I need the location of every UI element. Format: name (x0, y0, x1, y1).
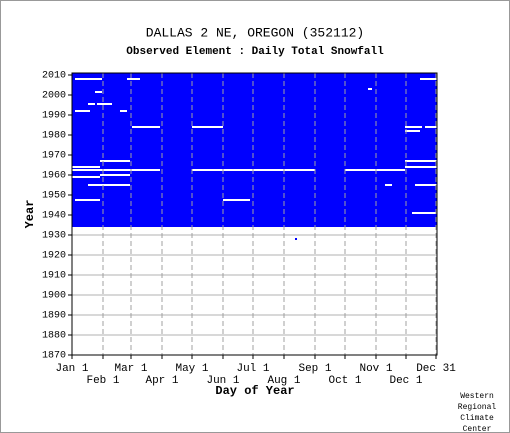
x-tick-label: Sep 1 (298, 363, 331, 375)
missing-gap (100, 160, 130, 162)
missing-gap (88, 103, 95, 105)
missing-gap (405, 130, 420, 132)
x-tick-label: Dec 31 (416, 363, 456, 375)
x-tick-label: Nov 1 (359, 363, 392, 375)
missing-gap (100, 174, 130, 176)
y-tick-label: 2000 (42, 91, 66, 102)
missing-gap (192, 126, 223, 128)
y-tick-label: 1940 (42, 211, 66, 222)
missing-gap (88, 184, 130, 186)
credit: Regional (458, 403, 497, 412)
y-tick-label: 1900 (42, 291, 66, 302)
coverage-point (295, 238, 297, 240)
y-tick-label: 1950 (42, 191, 66, 202)
missing-gap (75, 78, 102, 80)
missing-gap (405, 160, 437, 162)
y-tick-label: 1890 (42, 311, 66, 322)
y-tick-label: 1880 (42, 331, 66, 342)
x-tick-label: Jun 1 (206, 375, 239, 387)
coverage-block (72, 73, 437, 227)
y-tick-label: 1980 (42, 131, 66, 142)
x-tick-label: Jul 1 (236, 363, 269, 375)
missing-gap (420, 78, 437, 80)
x-tick-label: May 1 (175, 363, 208, 375)
missing-gap (368, 88, 372, 90)
plot-border (71, 72, 438, 356)
y-tick-label: 1930 (42, 231, 66, 242)
missing-gap (415, 184, 437, 186)
missing-gap (425, 126, 437, 128)
y-tick-label: 1990 (42, 111, 66, 122)
chart-subtitle: Observed Element : Daily Total Snowfall (126, 46, 384, 58)
x-tick-label: Mar 1 (114, 363, 147, 375)
missing-gap (345, 169, 405, 171)
missing-gap (72, 169, 160, 171)
missing-gap (95, 91, 102, 93)
missing-gap (97, 103, 112, 105)
missing-gap (120, 110, 127, 112)
credit: Climate (460, 414, 494, 423)
x-tick-label: Feb 1 (86, 375, 119, 387)
x-tick-label: Jan 1 (55, 363, 88, 375)
credit: Center (463, 425, 492, 433)
y-tick-label: 2010 (42, 71, 66, 82)
x-axis-label: Day of Year (215, 384, 294, 398)
missing-gap (72, 166, 100, 168)
missing-gap (412, 212, 437, 214)
y-tick-label: 1920 (42, 251, 66, 262)
missing-gap (405, 126, 422, 128)
y-tick-label: 1870 (42, 351, 66, 362)
missing-gap (405, 166, 437, 168)
chart-title: DALLAS 2 NE, OREGON (352112) (146, 25, 364, 40)
missing-gap (72, 176, 100, 178)
missing-gap (385, 184, 392, 186)
x-tick-label: Dec 1 (389, 375, 422, 387)
y-axis-label: Year (23, 200, 37, 229)
credit: Western (460, 392, 494, 401)
missing-gap (132, 126, 160, 128)
missing-gap (223, 199, 250, 201)
missing-gap (75, 110, 90, 112)
x-tick-label: Aug 1 (267, 375, 300, 387)
y-tick-label: 1970 (42, 151, 66, 162)
missing-gap (127, 78, 140, 80)
missing-gap (75, 199, 100, 201)
y-tick-label: 1960 (42, 171, 66, 182)
y-tick-label: 1910 (42, 271, 66, 282)
x-tick-label: Apr 1 (145, 375, 178, 387)
x-tick-label: Oct 1 (328, 375, 361, 387)
